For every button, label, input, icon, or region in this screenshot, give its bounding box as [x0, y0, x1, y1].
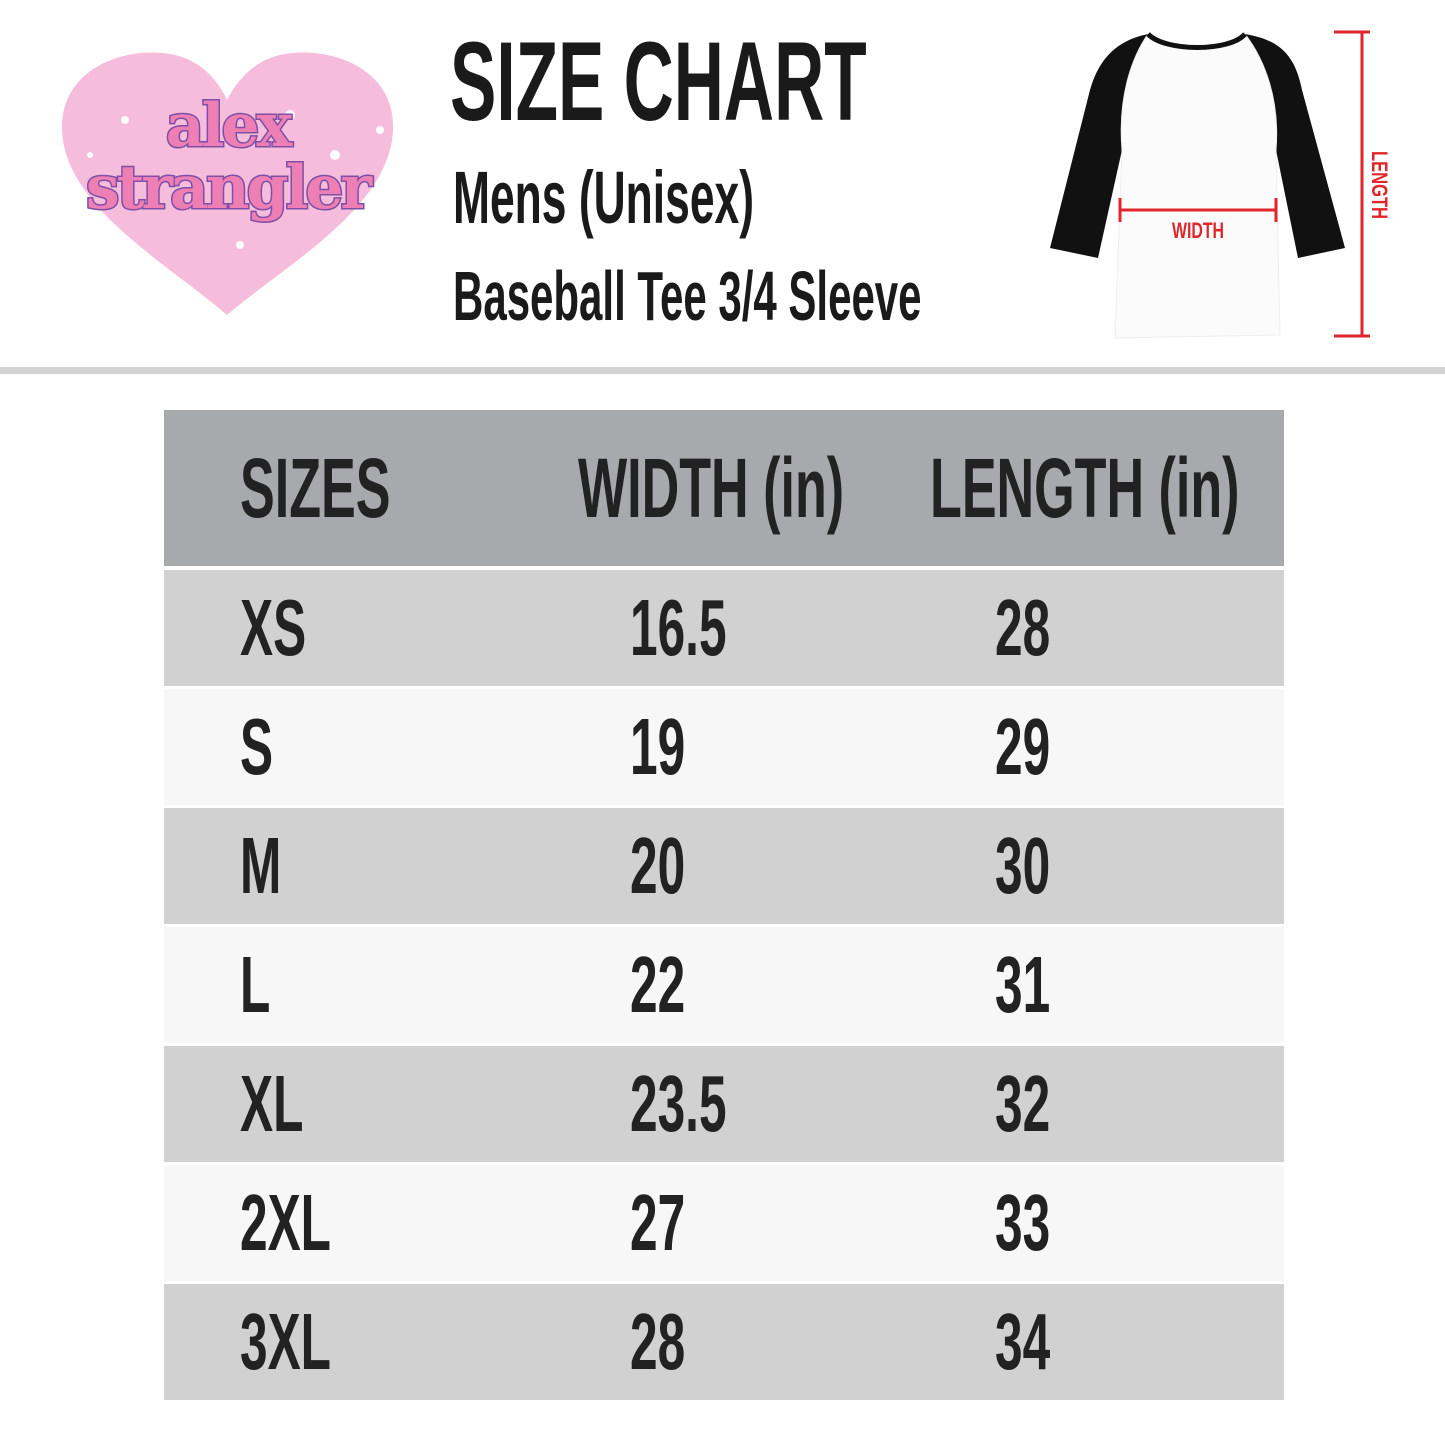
- brand-logo: [61, 52, 394, 315]
- header-width: WIDTH (in): [578, 440, 845, 535]
- length-arrow: [1334, 30, 1370, 338]
- table-row: L 22 31: [164, 927, 1284, 1043]
- logo-text: alex strangler: [84, 91, 373, 223]
- length-cell: 34: [995, 1297, 1051, 1386]
- width-cell: 28: [630, 1297, 686, 1386]
- size-cell: XL: [240, 1059, 304, 1148]
- table-row: M 20 30: [164, 808, 1284, 924]
- shirt-collar: [1146, 32, 1247, 50]
- size-cell: XS: [240, 583, 307, 672]
- table-row: S 19 29: [164, 689, 1284, 805]
- size-cell: M: [240, 821, 282, 910]
- width-cell: 20: [630, 821, 686, 910]
- header-sizes: SIZES: [240, 440, 391, 535]
- size-cell: S: [240, 702, 274, 791]
- table-row: XL 23.5 32: [164, 1046, 1284, 1162]
- table-row: 3XL 28 34: [164, 1284, 1284, 1400]
- heart-shape: [61, 52, 394, 315]
- length-cell: 29: [995, 702, 1051, 791]
- length-cell: 32: [995, 1059, 1051, 1148]
- table-row: 2XL 27 33: [164, 1165, 1284, 1281]
- length-cell: 31: [995, 940, 1051, 1029]
- shirt-measurement-diagram: WIDTH LENGTH: [1050, 30, 1392, 339]
- table-header: SIZES WIDTH (in) LENGTH (in): [164, 410, 1284, 566]
- length-cell: 30: [995, 821, 1051, 910]
- size-cell: L: [240, 940, 271, 1029]
- size-cell: 2XL: [240, 1178, 331, 1267]
- header-length: LENGTH (in): [930, 440, 1240, 535]
- width-cell: 22: [630, 940, 686, 1029]
- width-cell: 23.5: [630, 1059, 727, 1148]
- shirt-body: [1114, 33, 1281, 339]
- width-label: WIDTH: [1172, 218, 1224, 243]
- width-cell: 16.5: [630, 583, 727, 672]
- width-arrow: [1118, 198, 1278, 222]
- table-row: XS 16.5 28: [164, 570, 1284, 686]
- shirt-sleeve-left: [1050, 34, 1148, 258]
- width-cell: 27: [630, 1178, 686, 1267]
- width-cell: 19: [630, 702, 686, 791]
- size-table: SIZES WIDTH (in) LENGTH (in) XS 16.5 28 S 19…: [164, 410, 1284, 1403]
- page-title: SIZE CHART: [450, 19, 867, 144]
- length-cell: 33: [995, 1178, 1051, 1267]
- length-cell: 28: [995, 583, 1051, 672]
- product-name: Baseball Tee 3/4 Sleeve: [453, 257, 922, 335]
- subtitle: Mens (Unisex): [453, 156, 755, 239]
- size-cell: 3XL: [240, 1297, 331, 1386]
- divider: [0, 367, 1445, 374]
- sparkle-icons: [87, 110, 384, 290]
- length-label: LENGTH: [1367, 151, 1392, 219]
